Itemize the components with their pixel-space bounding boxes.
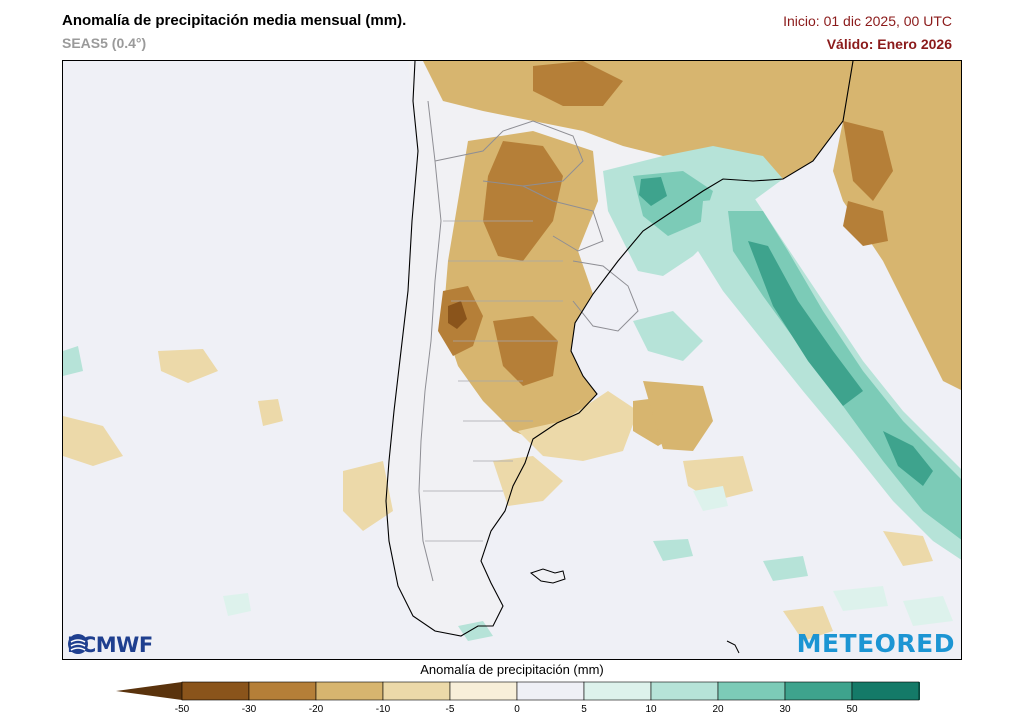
coastline bbox=[385, 61, 854, 637]
colorbar-cell bbox=[382, 681, 451, 701]
colorbar-cell bbox=[784, 681, 853, 701]
colorbar-tick-label: -10 bbox=[375, 704, 391, 715]
model-label: SEAS5 (0.4°) bbox=[62, 35, 147, 51]
map-canvas bbox=[63, 61, 961, 659]
dry-southwest-corner bbox=[883, 531, 933, 566]
dry-pacific-2 bbox=[258, 399, 283, 426]
wet-atlantic-band-core bbox=[748, 241, 863, 406]
colorbar-cell bbox=[181, 681, 250, 701]
dry-far-southeast bbox=[783, 606, 833, 641]
colorbar-tick-label: -20 bbox=[308, 704, 324, 715]
legend-title: Anomalía de precipitación (mm) bbox=[420, 662, 604, 677]
valid-period: Válido: Enero 2026 bbox=[826, 36, 952, 52]
dry-pacific-4 bbox=[343, 461, 393, 531]
ecmwf-logo: ECMWF bbox=[67, 633, 153, 657]
wet-southern-brazil-dark bbox=[639, 177, 667, 206]
colorbar-tick-label: 30 bbox=[779, 704, 791, 715]
wet-scatter-1 bbox=[693, 486, 728, 511]
ecmwf-mark-icon bbox=[68, 634, 88, 654]
colorbar-cell bbox=[851, 681, 920, 701]
dry-north-band bbox=[423, 61, 853, 181]
map-title: Anomalía de precipitación media mensual … bbox=[62, 12, 407, 29]
dry-pacific-1 bbox=[158, 349, 218, 383]
dry-pacific-3 bbox=[63, 416, 123, 466]
argentina-provinces bbox=[423, 220, 563, 542]
dry-atlantic-2 bbox=[643, 381, 713, 451]
wet-scatter-6 bbox=[223, 593, 251, 616]
falkland-islands bbox=[529, 568, 566, 584]
borders bbox=[418, 100, 639, 582]
dry-north-core bbox=[533, 61, 623, 106]
precipitation-anomaly-map: ECMWF METEORED bbox=[62, 60, 962, 660]
dry-buenos-aires bbox=[518, 391, 638, 461]
bolivia-border bbox=[434, 120, 584, 187]
init-time: Inicio: 01 dic 2025, 00 UTC bbox=[783, 13, 952, 29]
colorbar-low-arrow bbox=[116, 682, 182, 700]
uruguay-border bbox=[572, 260, 639, 332]
colorbar-cell bbox=[248, 681, 317, 701]
wet-atlantic-band-core-2 bbox=[883, 431, 933, 486]
colorbar-high-arrow bbox=[919, 682, 920, 700]
colorbar-cell bbox=[717, 681, 786, 701]
dry-argentina-north bbox=[443, 131, 598, 439]
colorbar-tick-label: 5 bbox=[581, 704, 587, 715]
wet-scatter-4 bbox=[833, 586, 888, 611]
colorbar-cell bbox=[583, 681, 652, 701]
color-bar bbox=[116, 681, 920, 701]
dry-argentina-core-3 bbox=[493, 316, 558, 386]
colorbar-tick-label: -30 bbox=[241, 704, 257, 715]
chile-argentina-border bbox=[418, 100, 442, 582]
dry-anomaly-areas bbox=[63, 61, 961, 641]
colorbar-cell bbox=[650, 681, 719, 701]
colorbar-cell bbox=[449, 681, 518, 701]
dry-argentina-darkspot bbox=[448, 301, 467, 329]
wet-scatter-2 bbox=[653, 539, 693, 561]
dry-argentina-core-1 bbox=[483, 141, 563, 261]
colorbar-tick-label: 10 bbox=[645, 704, 657, 715]
dry-east-brazil-core bbox=[843, 121, 893, 201]
paraguay-border bbox=[522, 185, 604, 252]
colorbar-cell bbox=[315, 681, 384, 701]
south-georgia bbox=[726, 640, 740, 654]
wet-uruguay-coast bbox=[633, 311, 703, 361]
wet-scatter-5 bbox=[63, 346, 83, 376]
wet-anomaly-areas bbox=[63, 146, 961, 641]
meteored-logo: METEORED bbox=[796, 629, 955, 658]
dry-brazil-spot bbox=[843, 201, 888, 246]
colorbar-tick-label: 50 bbox=[846, 704, 858, 715]
colorbar-tick-label: -50 bbox=[174, 704, 190, 715]
colorbar-tick-label: 0 bbox=[514, 704, 520, 715]
wet-scatter-7 bbox=[903, 596, 953, 626]
colorbar-tick-label: -5 bbox=[445, 704, 455, 715]
colorbar-tick-label: 20 bbox=[712, 704, 724, 715]
wet-scatter-3 bbox=[763, 556, 808, 581]
colorbar-cell bbox=[516, 681, 585, 701]
